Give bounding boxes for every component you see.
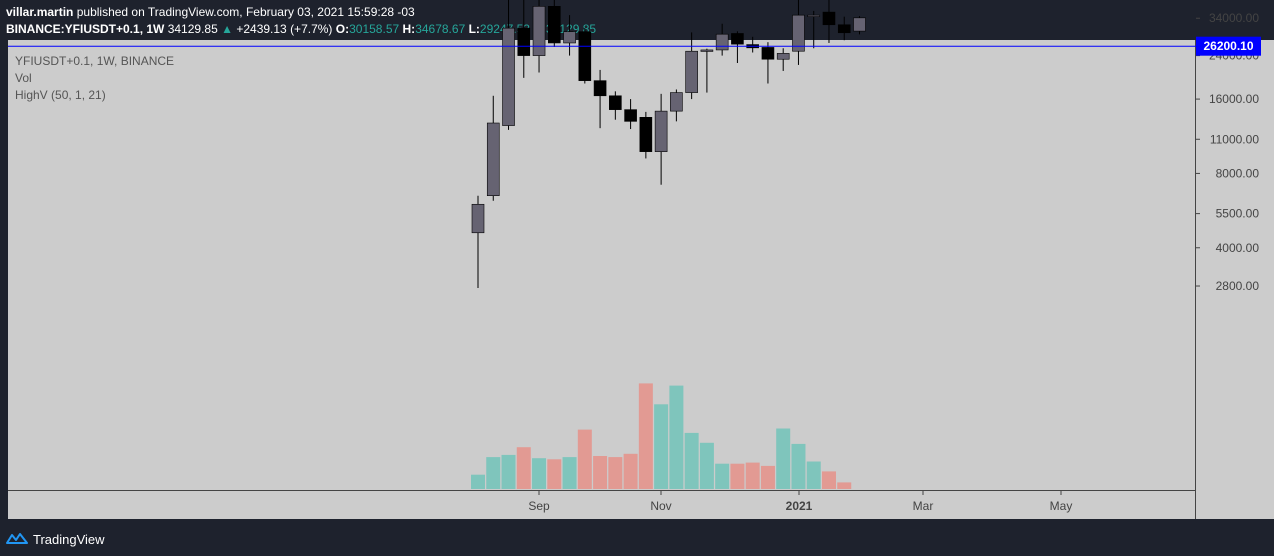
volume-bar xyxy=(684,432,699,489)
candle-body[interactable] xyxy=(807,14,821,17)
volume-bar xyxy=(715,463,730,489)
symbol-label: BINANCE:YFIUSDT+0.1, 1W xyxy=(6,22,165,36)
price-tag-label: 26200.10 xyxy=(1203,39,1253,53)
candle-body[interactable] xyxy=(563,31,576,44)
time-axis-label: Nov xyxy=(650,499,671,513)
candle-body[interactable] xyxy=(532,6,546,56)
volume-bar xyxy=(577,429,592,489)
candle-series xyxy=(471,0,866,288)
candle-body[interactable] xyxy=(471,203,485,234)
candle-body[interactable] xyxy=(517,27,531,56)
price-axis-label: 16000.00 xyxy=(1209,92,1259,106)
volume-bar xyxy=(776,428,791,489)
candle-body[interactable] xyxy=(700,49,714,52)
price-axis-label: 4000.00 xyxy=(1216,241,1260,255)
low-label: L: xyxy=(468,22,480,36)
price-axis-label: 8000.00 xyxy=(1216,166,1260,180)
candle-body[interactable] xyxy=(731,33,744,45)
quote-line: BINANCE:YFIUSDT+0.1, 1W 34129.85 ▲ +2439… xyxy=(6,22,596,36)
chart-legend: YFIUSDT+0.1, 1W, BINANCE Vol HighV (50, … xyxy=(15,54,174,102)
candle-body[interactable] xyxy=(639,117,653,152)
volume-bar xyxy=(638,383,653,489)
volume-bar xyxy=(486,457,501,489)
legend-indicator: HighV (50, 1, 21) xyxy=(15,88,106,102)
volume-bar xyxy=(608,457,623,489)
volume-bar xyxy=(547,459,562,489)
volume-bar xyxy=(562,457,577,489)
open-label: O: xyxy=(335,22,350,36)
price-tag xyxy=(1196,36,1261,56)
legend-volume: Vol xyxy=(15,71,32,85)
candle-body[interactable] xyxy=(670,92,683,112)
price-axis-label: 2800.00 xyxy=(1216,279,1260,293)
price-axis-label: 34000.00 xyxy=(1209,11,1259,25)
chart-header: villar.martin published on TradingView.c… xyxy=(0,0,1274,40)
candle-body[interactable] xyxy=(486,122,500,196)
footer-bar xyxy=(0,522,1274,556)
candle-body[interactable] xyxy=(776,53,790,60)
time-axis-label: May xyxy=(1050,499,1073,513)
volume-bar xyxy=(654,404,669,489)
high-value: 34678.67 xyxy=(415,22,466,36)
high-label: H: xyxy=(402,22,416,36)
price-axis-label: 11000.00 xyxy=(1210,132,1259,146)
publish-text: published on TradingView.com, February 0… xyxy=(76,5,415,19)
candle-body[interactable] xyxy=(822,11,836,26)
volume-bar xyxy=(806,461,821,489)
price-axis[interactable] xyxy=(1196,40,1274,519)
legend-series: YFIUSDT+0.1, 1W, BINANCE xyxy=(15,54,174,68)
author-name[interactable]: villar.martin xyxy=(6,5,74,19)
price-change: +2439.13 (+7.7%) xyxy=(236,22,333,36)
time-axis-label: Sep xyxy=(528,499,550,513)
volume-bar xyxy=(669,385,684,489)
candle-body[interactable] xyxy=(578,31,592,81)
up-arrow-icon: ▲ xyxy=(221,22,233,36)
volume-bar xyxy=(791,443,806,489)
candle-body[interactable] xyxy=(685,50,698,93)
volume-bars xyxy=(471,383,852,489)
volume-bar xyxy=(745,462,760,489)
tradingview-icon xyxy=(6,533,28,544)
tradingview-wordmark: TradingView xyxy=(33,531,105,547)
candle-body[interactable] xyxy=(853,17,866,32)
plot-background xyxy=(8,40,1195,490)
last-price: 34129.85 xyxy=(167,22,218,36)
volume-bar xyxy=(501,454,516,489)
price-axis-label: 5500.00 xyxy=(1216,207,1260,221)
candle-body[interactable] xyxy=(837,24,851,34)
volume-bar xyxy=(623,453,638,489)
open-value: 30158.57 xyxy=(349,22,400,36)
volume-bar xyxy=(471,474,485,489)
volume-bar xyxy=(837,482,852,489)
candle-body[interactable] xyxy=(502,27,515,126)
candle-body[interactable] xyxy=(792,14,805,52)
time-axis-label: 2021 xyxy=(786,499,813,513)
volume-bar xyxy=(593,456,608,489)
volume-bar xyxy=(532,458,547,489)
volume-bar xyxy=(760,465,775,489)
candle-body[interactable] xyxy=(593,80,607,97)
time-axis-labels: Sep Nov 2021 Mar May xyxy=(528,490,1072,513)
volume-bar xyxy=(699,442,714,489)
candle-body[interactable] xyxy=(654,110,668,152)
publish-line: villar.martin published on TradingView.c… xyxy=(6,5,415,19)
volume-axis-strip xyxy=(8,490,1195,519)
candle-body[interactable] xyxy=(547,6,561,44)
volume-bar xyxy=(821,471,836,489)
chart-area[interactable]: YFIUSDT+0.1, 1W, BINANCE Vol HighV (50, … xyxy=(0,0,1274,522)
candle-body[interactable] xyxy=(715,33,729,51)
candle-body[interactable] xyxy=(761,47,775,60)
time-axis-label: Mar xyxy=(913,499,934,513)
tradingview-logo[interactable]: TradingView xyxy=(6,530,105,548)
volume-bar xyxy=(516,447,531,489)
candle-body[interactable] xyxy=(624,109,637,122)
volume-bar xyxy=(730,463,745,489)
candle-body[interactable] xyxy=(609,95,622,110)
